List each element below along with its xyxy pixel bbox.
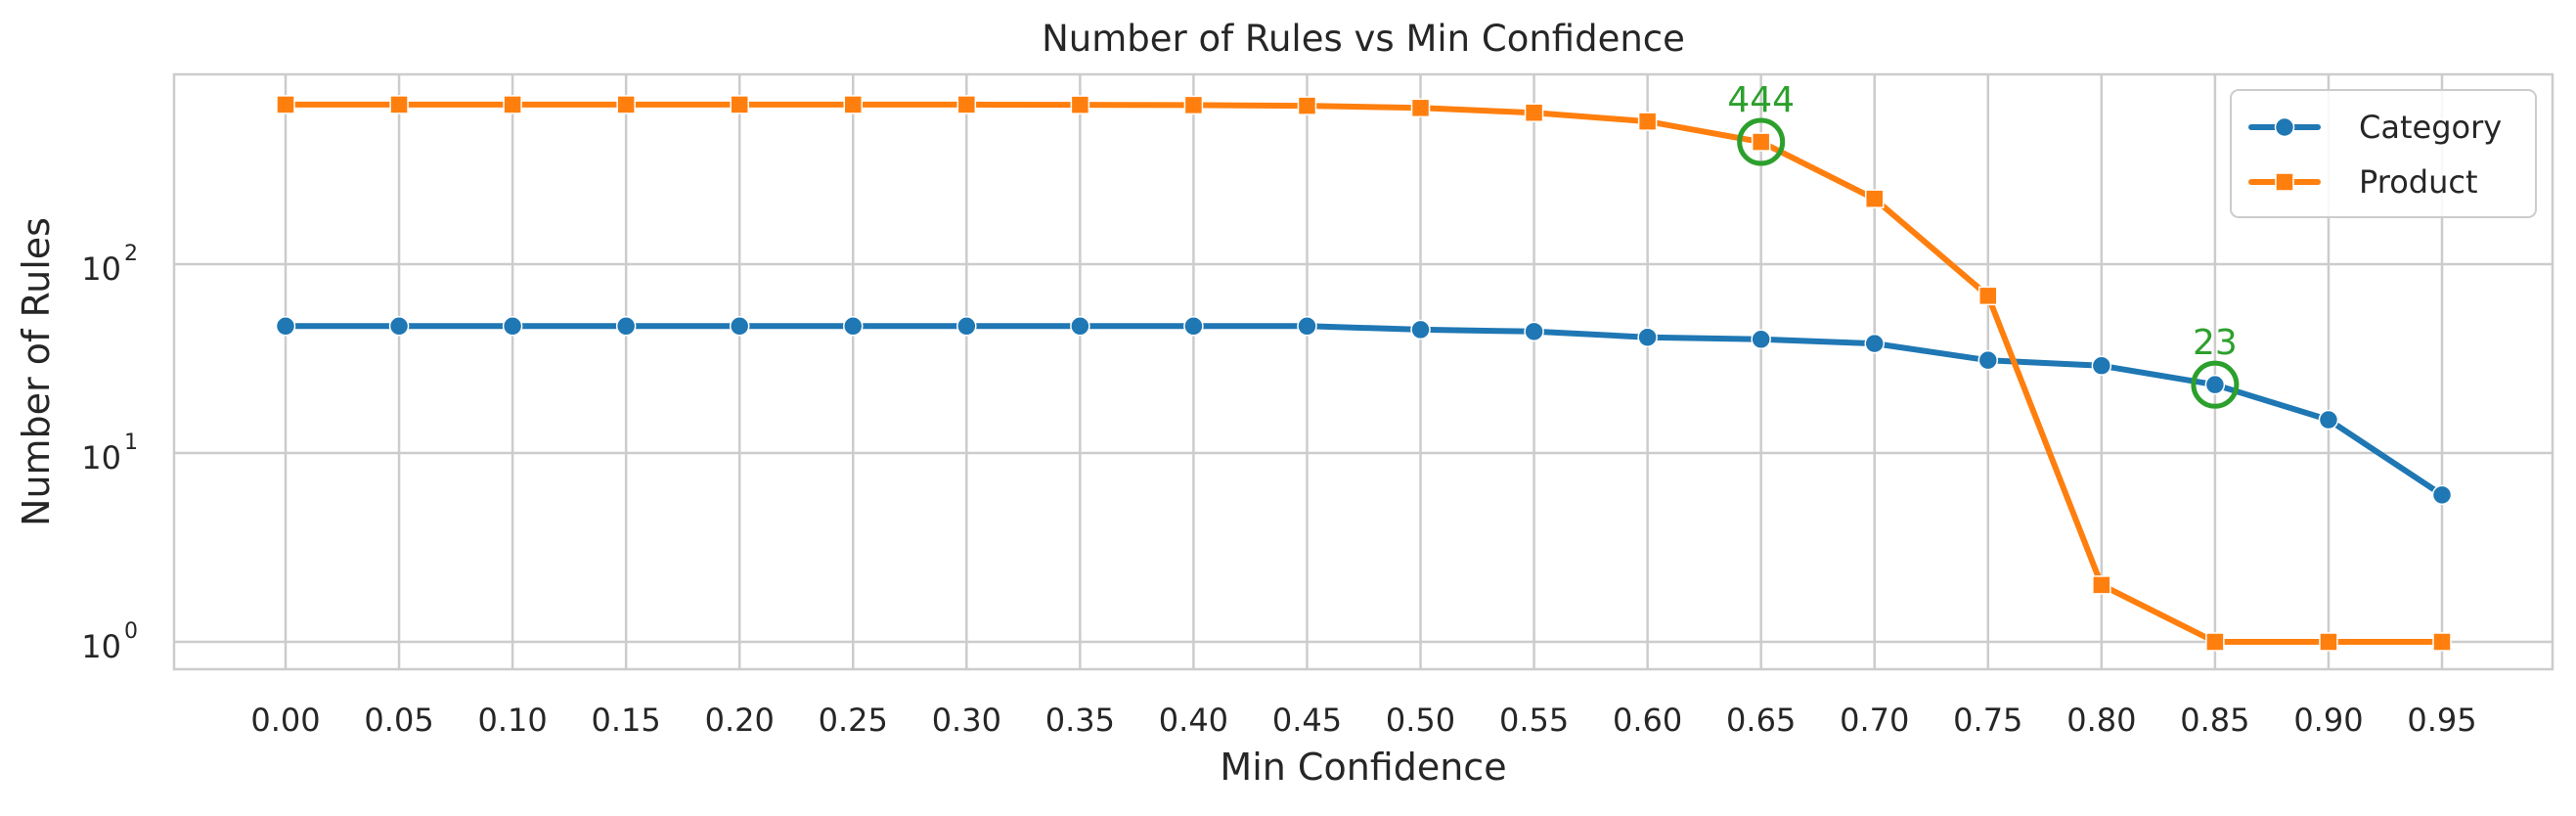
data-point: [1183, 316, 1204, 337]
x-tick-label: 0.00: [250, 702, 320, 739]
data-point: [1864, 333, 1885, 354]
data-point: [276, 95, 295, 114]
x-tick-label: 0.10: [477, 702, 547, 739]
y-axis-label: Number of Rules: [15, 217, 58, 526]
x-tick-label: 0.55: [1499, 702, 1569, 739]
x-tick-label: 0.05: [364, 702, 433, 739]
data-point: [2091, 355, 2112, 377]
series-layer: [275, 95, 2453, 652]
annotation-circle: [1737, 117, 1786, 166]
legend-item-category: Category: [2248, 109, 2502, 146]
data-point: [2204, 374, 2226, 395]
x-tick-label: 0.90: [2293, 702, 2363, 739]
data-point: [1978, 286, 1998, 306]
data-point: [1751, 132, 1771, 152]
data-point: [2092, 575, 2111, 595]
data-point: [1070, 95, 1090, 114]
x-tick-label: 0.85: [2180, 702, 2249, 739]
series-category: [275, 316, 2453, 506]
x-tick-label: 0.25: [819, 702, 888, 739]
data-point: [1524, 103, 1544, 122]
series-line: [283, 323, 2445, 498]
x-tick-label: 0.65: [1726, 702, 1796, 739]
legend: Category Product: [2230, 89, 2537, 218]
data-point: [503, 95, 522, 114]
x-axis-label: Min Confidence: [1220, 746, 1506, 789]
data-point: [2205, 632, 2225, 652]
annotation-circle: [2191, 360, 2240, 409]
x-tick-label: 0.15: [592, 702, 661, 739]
data-point: [729, 316, 750, 337]
series-product: [276, 95, 2452, 652]
legend-marker: [2275, 172, 2294, 192]
annotations: 444 23: [1727, 80, 2240, 409]
x-tick-label: 0.45: [1272, 702, 1342, 739]
grid: [174, 74, 2553, 669]
chart-title: Number of Rules vs Min Confidence: [1042, 18, 1685, 60]
y-tick-label: 10: [81, 628, 121, 665]
y-tick-exponent: 2: [124, 242, 138, 266]
annotation-label: 23: [2193, 323, 2238, 363]
x-tick-label: 0.60: [1613, 702, 1682, 739]
data-point: [1183, 95, 1204, 115]
data-point: [502, 316, 523, 337]
x-tick-label: 0.50: [1386, 702, 1455, 739]
x-tick-label: 0.20: [705, 702, 775, 739]
data-point: [1977, 349, 1999, 371]
x-tick-label: 0.30: [932, 702, 1001, 739]
data-point: [615, 316, 637, 337]
y-tick-exponent: 0: [124, 619, 138, 644]
x-tick-label: 0.75: [1953, 702, 2022, 739]
legend-box: [2230, 89, 2537, 218]
data-point: [730, 95, 749, 114]
legend-marker: [2274, 116, 2295, 138]
x-tick-label: 0.35: [1045, 702, 1115, 739]
data-point: [389, 95, 409, 114]
data-point: [1524, 321, 1544, 342]
y-tick-exponent: 1: [124, 431, 138, 455]
data-point: [1637, 327, 1658, 347]
data-point: [956, 95, 977, 114]
y-tick-label: 10: [81, 250, 121, 288]
data-point: [616, 95, 636, 114]
data-point: [2432, 632, 2452, 652]
data-point: [1297, 316, 1317, 337]
data-point: [843, 316, 864, 337]
data-point: [1751, 329, 1771, 350]
data-point: [1410, 319, 1431, 340]
data-point: [1070, 316, 1090, 337]
data-point: [388, 316, 410, 337]
x-tick-label: 0.40: [1159, 702, 1228, 739]
x-tick-label: 0.80: [2066, 702, 2136, 739]
annotation-label: 444: [1727, 80, 1795, 120]
data-point: [1297, 96, 1317, 115]
data-point: [2318, 409, 2339, 431]
legend-label: Category: [2359, 109, 2502, 146]
data-point: [275, 316, 296, 337]
data-point: [843, 95, 864, 114]
x-axis-ticks: 0.00 0.05 0.10 0.15 0.20 0.25 0.30 0.35 0.40 0.45…: [250, 702, 2476, 739]
data-point: [1637, 112, 1658, 131]
data-point: [1864, 189, 1885, 208]
data-point: [956, 316, 977, 337]
x-tick-label: 0.70: [1840, 702, 1909, 739]
legend-label: Product: [2359, 163, 2478, 201]
data-point: [2431, 484, 2453, 506]
plot-frame: [172, 72, 2554, 671]
data-point: [2319, 632, 2338, 652]
x-tick-label: 0.95: [2407, 702, 2476, 739]
y-tick-label: 10: [81, 439, 121, 476]
series-line: [283, 101, 2445, 645]
data-point: [1410, 98, 1431, 118]
legend-item-product: Product: [2248, 163, 2478, 201]
